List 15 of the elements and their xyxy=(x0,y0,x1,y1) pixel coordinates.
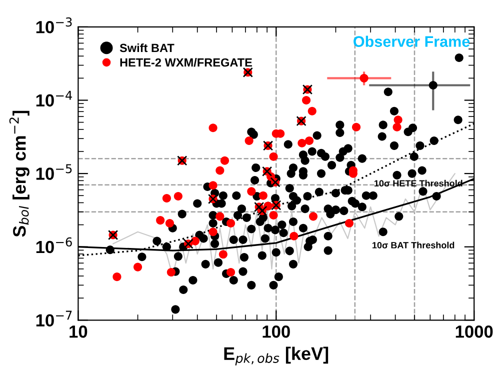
legend-label: HETE-2 WXM/FREGATE xyxy=(120,58,252,67)
x-tick-label: 1000 xyxy=(456,325,493,338)
annotation: 10σ HETE Threshold xyxy=(374,180,462,187)
y-tick-label: 10$^{−3}$ xyxy=(36,17,72,34)
y-axis-title: S$_{bol}$ [erg cm$^{−2}$] xyxy=(9,110,30,237)
y-tick-label: 10$^{−7}$ xyxy=(36,310,72,326)
x-tick-label: 100 xyxy=(262,325,290,338)
y-tick-label: 10$^{−5}$ xyxy=(36,164,72,180)
y-tick-label: 10$^{−4}$ xyxy=(36,90,72,107)
annotation: Observer Frame xyxy=(354,36,470,47)
annotation: 10σ BAT Threshold xyxy=(372,242,454,248)
y-tick-label: 10$^{−6}$ xyxy=(36,237,72,254)
x-axis-title: E$_{pk,obs}$ [keV] xyxy=(224,346,328,366)
legend-label: Swift BAT xyxy=(120,43,174,52)
x-tick-label: 10 xyxy=(70,325,88,338)
